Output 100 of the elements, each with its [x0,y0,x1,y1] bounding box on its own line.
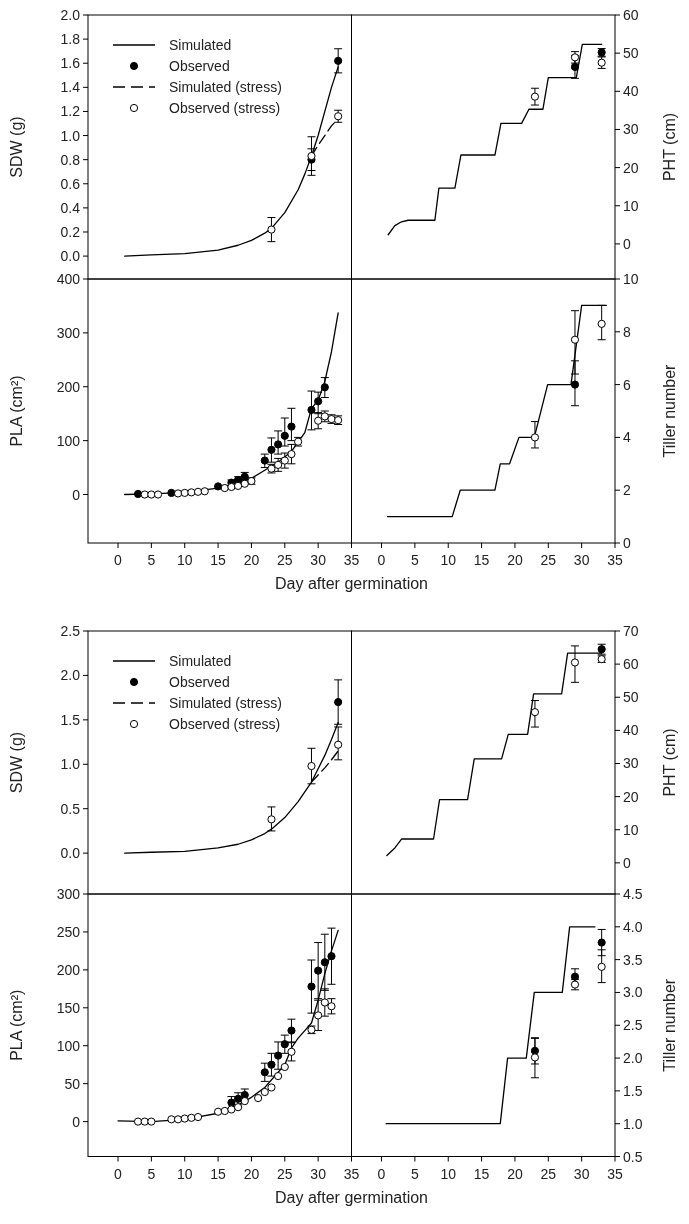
y-tick-label: 0.8 [60,151,81,168]
point [570,658,580,667]
point [140,1117,149,1126]
y-tick-label: 0.0 [60,845,81,862]
y-tick-label: 0.6 [60,175,81,192]
legend-label: Observed (stress) [169,716,281,732]
point [597,962,606,971]
y-tick-label: 1.5 [623,1082,643,1099]
point [327,1002,336,1011]
y-tick-label: 0.0 [60,248,81,265]
point [570,380,580,389]
legend-label: Observed (stress) [169,100,281,116]
y-axis-title: SDW (g) [8,116,25,178]
y-tick-label: 100 [56,432,81,449]
y-tick-label: 1.6 [60,55,81,72]
y-tick-label: 2.5 [623,1017,643,1034]
point [234,481,243,490]
x-tick-label: 35 [607,552,623,568]
y-tick-label: 70 [623,623,639,639]
point [133,1117,143,1126]
y-tick-label: 1.8 [60,31,81,48]
y-tick-label: 3.0 [623,984,643,1001]
point [173,489,183,498]
x-tick-label: 10 [176,552,193,568]
legend-label: Simulated [169,653,232,669]
y-axis-title: SDW (g) [8,731,25,794]
point [597,938,606,947]
y-axis-title: PHT (cm) [661,728,678,797]
point [280,1040,289,1049]
y-tick-label: 1.2 [60,103,81,120]
y-tick-label: 150 [56,999,81,1016]
y-tick-label: 60 [623,7,639,23]
y-tick-label: 40 [623,722,639,739]
point [227,482,236,492]
point [307,982,316,991]
point [267,445,276,454]
y-tick-label: 2.0 [623,1050,643,1067]
y-tick-label: 2.0 [60,7,81,23]
y-tick-label: 2.5 [60,623,81,639]
point [570,972,580,981]
point [240,1097,249,1106]
x-tick-label: 20 [507,552,523,568]
x-tick-label: 10 [440,1165,457,1182]
point [173,1115,183,1124]
x-tick-label: 15 [473,552,490,568]
y-tick-label: 1.5 [60,711,81,728]
point [314,1011,323,1020]
point [314,416,323,425]
point [267,1083,276,1092]
point [570,335,580,344]
point [267,1060,276,1069]
point [287,422,296,431]
point [180,1114,189,1123]
y-tick-label: 2.0 [60,667,81,684]
x-tick-label: 5 [147,552,156,568]
point [570,62,580,71]
point [314,397,323,406]
y-tick-label: 60 [623,656,639,673]
point [200,487,209,496]
point [287,450,296,459]
x-tick-label: 20 [243,552,260,568]
point [274,440,283,449]
y-tick-label: 8 [623,323,631,340]
y-tick-label: 4 [623,429,631,446]
y-tick-label: 300 [56,886,81,902]
y-tick-label: 50 [623,689,639,706]
y-tick-label: 4.5 [623,886,643,902]
y-axis-title: PHT (cm) [661,112,678,182]
legend-label: Observed [169,674,230,690]
y-tick-label: 200 [56,378,81,395]
point [307,151,316,161]
point [193,487,203,496]
y-tick-label: 50 [623,45,639,62]
point [530,92,540,101]
point [314,966,323,975]
point [240,479,249,488]
point [133,489,143,499]
line-series [387,43,603,236]
x-tick-label: 35 [607,1165,623,1182]
y-tick-label: 20 [623,159,639,176]
y-tick-label: 200 [56,961,81,978]
point [280,456,289,465]
point [267,815,276,824]
point [597,319,606,328]
point [220,483,229,493]
point [287,1047,296,1056]
y-tick-label: 400 [56,271,81,287]
point [334,697,343,707]
point [193,1112,203,1122]
point [147,1117,156,1126]
x-tick-label: 0 [114,1165,123,1182]
point [530,708,540,717]
y-tick-label: 10 [623,821,639,838]
y-tick-label: 1.0 [623,1115,643,1132]
point [213,1107,223,1116]
x-tick-label: 30 [573,552,590,568]
y-tick-label: 250 [56,923,81,940]
point [213,482,223,491]
point [274,1051,283,1060]
y-tick-label: 0 [72,1113,81,1130]
